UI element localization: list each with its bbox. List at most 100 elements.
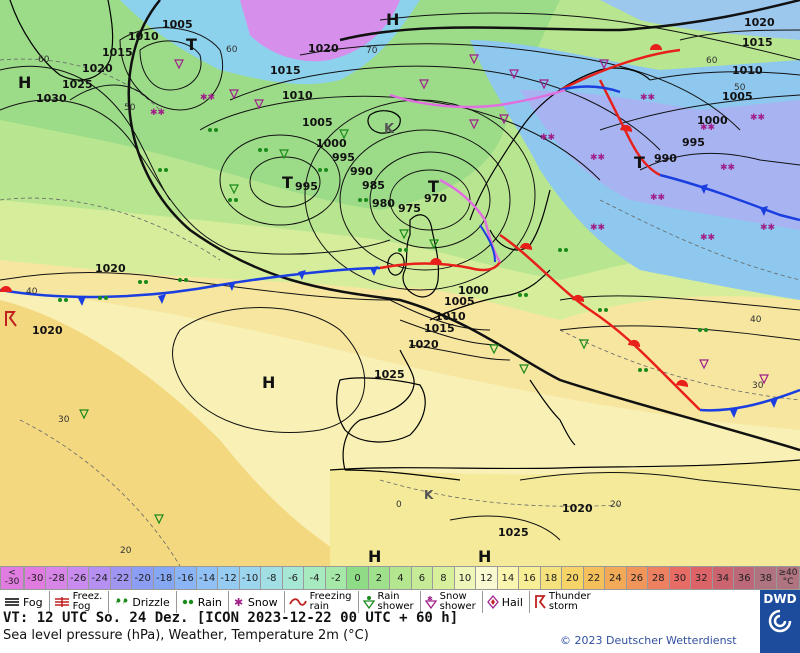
legend-label: Freez. [72,591,103,602]
colorbar-cell: -16 [175,566,197,590]
pressure-label: 990 [654,152,677,165]
bold-isobars [127,0,800,452]
colorbar-cell: 14 [497,566,520,590]
svg-text:✱✱: ✱✱ [150,108,165,118]
colorbar-cell: 8 [433,566,455,590]
pressure-label: 1005 [302,116,333,129]
cold-marker: K [424,488,434,502]
pressure-labels: 1005 1010 1015 1020 1025 1030 1020 1015 … [32,16,775,539]
map-description: Sea level pressure (hPa), Weather, Tempe… [3,628,369,643]
colorbar-cell: -26 [67,566,90,590]
colorbar-edge-symbol: < [8,568,16,578]
pressure-label: 1030 [36,92,67,105]
pressure-label: 1025 [62,78,93,91]
svg-text:✱✱: ✱✱ [720,163,735,173]
pressure-label: 1015 [424,322,455,335]
pressure-label: 1020 [308,42,339,55]
colorbar-cell: -22 [110,566,133,590]
legend-label: Rain [377,591,400,602]
occlusion-front [389,88,566,263]
colorbar-cell: 16 [519,566,541,590]
pressure-label: 1025 [374,368,405,381]
colorbar-cell: 32 [691,566,713,590]
legend-hail: Hail [481,591,523,613]
legend-rain-shower: Rain shower [357,591,414,613]
colorbar-cell: -30 [24,566,47,590]
svg-text:✱✱: ✱✱ [760,223,775,233]
colorbar-cell: -20 [132,566,154,590]
svg-text:✱: ✱ [234,596,243,608]
temp-zone-atlantic-warm [0,300,360,566]
colorbar-cell: -12 [218,566,240,590]
colorbar-cell: -24 [89,566,111,590]
pressure-centers: H T H K T T T H H H K [18,10,645,566]
svg-text:✱✱: ✱✱ [590,223,605,233]
legend-label: Hail [501,595,523,609]
weather-map: ✱✱ ✱✱ ✱✱ ✱✱ ✱✱ ✱✱ ✱✱ ✱✱ ✱✱ ✱✱ ✱✱ ✱✱ 1005 [0,0,800,566]
rain-shower-icon [362,596,375,609]
legend-label: Freezing [309,591,352,602]
pressure-label: 1020 [562,502,593,515]
colorbar-cell: 18 [540,566,563,590]
temp-zone-ne-colder [520,90,800,230]
low-center: T [282,173,293,192]
colorbar-high-edge: ≥40 °C [777,566,800,590]
pressure-label: 1020 [32,324,63,337]
snow-shower-icon: ✱ [424,595,437,609]
drizzle-icon [116,598,128,605]
freezing-fog-icon [54,597,69,607]
pressure-label: 1015 [742,36,773,49]
colorbar-cell: 38 [755,566,777,590]
isotherm-label: 40 [26,287,38,297]
svg-text:✱✱: ✱✱ [750,113,765,123]
legend-drizzle: Drizzle [108,591,170,613]
isotherm-label: 60 [706,56,718,66]
colorbar-edge-unit: °C [782,577,794,587]
legend-freezing-fog: Freez. Fog [48,591,103,613]
pressure-label: 1010 [282,89,313,102]
legend-label: Snow [247,595,278,609]
snow-icon: ✱ [234,596,243,608]
colorbar-cell: 6 [411,566,434,590]
weather-legend: Fog Freez. Fog Drizzle Rain ✱ Snow Freezi… [0,590,760,614]
colorbar-cell: -8 [261,566,283,590]
colorbar-cell: 0 [347,566,369,590]
pressure-label: 990 [350,165,373,178]
pressure-label: 1005 [722,90,753,103]
colorbar-cell: 30 [669,566,692,590]
pressure-label: 995 [295,180,318,193]
colorbar-cell: -2 [325,566,348,590]
cold-front-east [559,85,800,222]
high-center: H [386,10,399,29]
high-center: H [262,373,275,392]
colorbar-cell: 24 [605,566,627,590]
colorbar-cell: 10 [454,566,477,590]
cold-front-se [699,388,800,418]
warm-front-continent [499,233,701,411]
colorbar-cell: -14 [196,566,219,590]
svg-text:✱✱: ✱✱ [640,93,655,103]
legend-snow-shower: ✱ Snow shower [419,591,476,613]
svg-text:✱✱: ✱✱ [700,233,715,243]
colorbar-edge-value: ≥40 [778,568,798,578]
pressure-label: 1010 [435,310,466,323]
rain-shower-symbols [79,129,589,525]
legend-fog: Fog [0,591,43,613]
swirl-icon [768,609,792,633]
colorbar-cell: -10 [239,566,262,590]
pressure-label: 1020 [95,262,126,275]
thunderstorm-symbol [5,311,17,327]
cold-marker: K [384,122,395,137]
colorbar-cell: -4 [304,566,326,590]
pressure-label: 1025 [498,526,529,539]
temp-zone-greenland-coldest [240,0,400,62]
hail-icon [486,595,499,609]
isotherm-label: 20 [610,500,622,510]
pressure-label: 1015 [270,64,301,77]
snow-shower-symbols [174,54,769,385]
legend-thunderstorm: Thunder storm [528,591,591,613]
legend-label: Fog [23,595,43,609]
dwd-logo-text: DWD [763,592,797,606]
isotherm-labels: 60 60 50 70 60 50 40 30 20 40 30 20 0 [26,45,764,556]
svg-text:✱: ✱ [427,595,433,603]
